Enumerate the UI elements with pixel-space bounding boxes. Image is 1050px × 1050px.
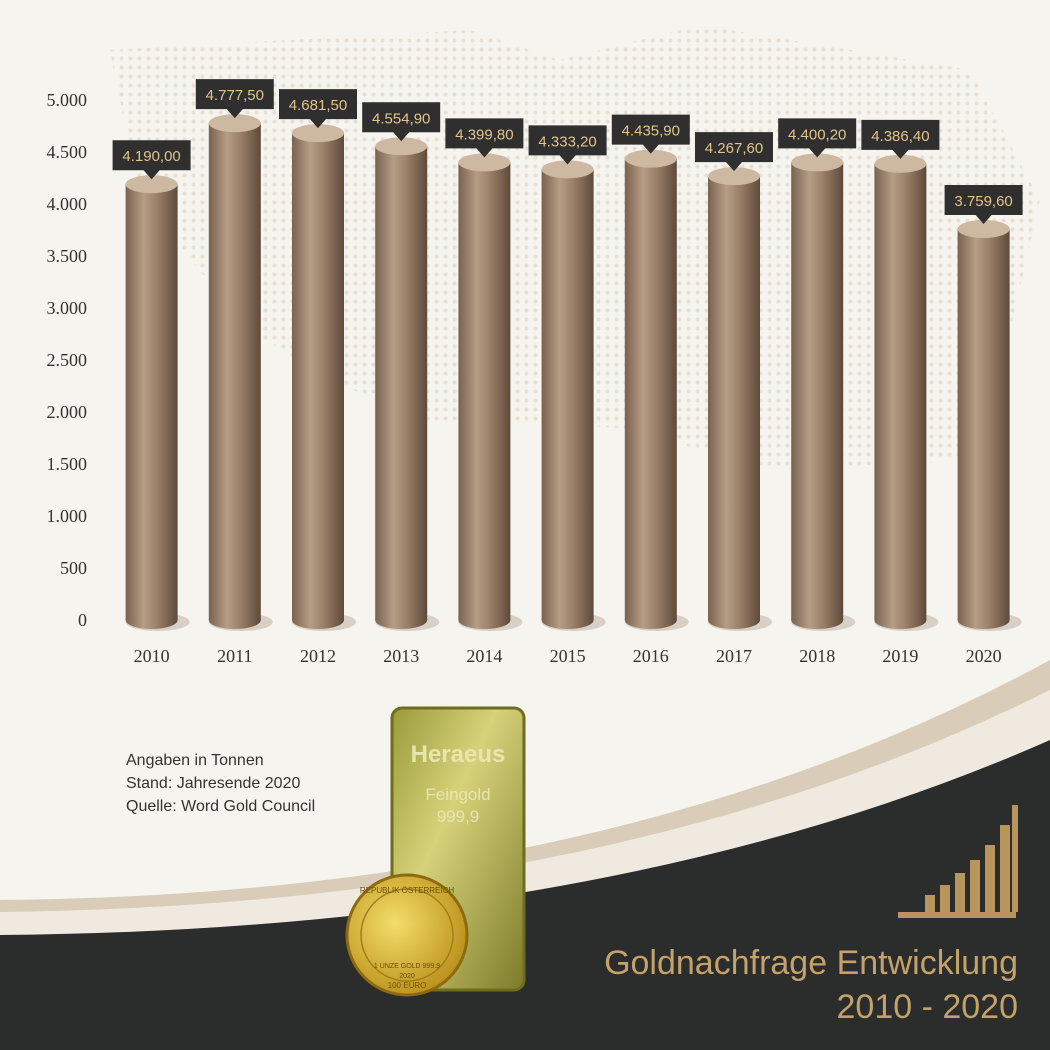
coin-text: 2020 <box>399 973 415 980</box>
bar-cap <box>624 149 677 168</box>
bar <box>708 176 760 620</box>
x-tick-label: 2010 <box>134 646 170 666</box>
value-label: 4.399,80 <box>455 126 513 143</box>
y-tick-label: 0 <box>78 610 87 630</box>
bar <box>874 163 927 621</box>
value-callout <box>528 125 607 165</box>
bar-base <box>208 611 261 629</box>
bar <box>458 162 511 620</box>
bar-base <box>375 611 428 629</box>
chart-subtitle: 2010 - 2020 <box>837 988 1019 1026</box>
bar-base <box>292 611 344 629</box>
value-label: 4.267,60 <box>705 140 763 157</box>
x-tick-label: 2015 <box>550 646 586 666</box>
y-tick-label: 3.500 <box>47 246 88 266</box>
value-callout <box>362 102 441 142</box>
value-callout <box>445 118 524 158</box>
note: Quelle: Word Gold Council <box>126 798 315 815</box>
bar-cap <box>125 175 178 194</box>
bar-brand: Heraeus <box>411 741 506 768</box>
x-tick-label: 2020 <box>966 646 1002 666</box>
bar-cap <box>208 114 261 133</box>
coin-text: 100 EURO <box>388 981 427 990</box>
bar-cap <box>791 153 844 172</box>
coin-text: 1 UNZE GOLD 999.9 <box>374 963 440 970</box>
bar <box>957 229 1010 621</box>
value-callout <box>279 89 357 129</box>
y-tick-label: 1.000 <box>47 506 88 526</box>
bar-cap <box>541 160 594 179</box>
bar-base <box>541 611 594 629</box>
bar-base <box>957 611 1010 629</box>
y-tick-label: 4.500 <box>47 142 88 162</box>
y-tick-label: 1.500 <box>47 454 88 474</box>
value-label: 4.554,90 <box>372 110 430 127</box>
value-callout <box>695 132 773 172</box>
bar-cap <box>375 137 428 156</box>
bar-base <box>708 611 760 629</box>
note: Angaben in Tonnen <box>126 752 264 769</box>
y-tick-label: 3.000 <box>47 298 88 318</box>
value-label: 4.190,00 <box>122 148 180 165</box>
bar-cap <box>458 153 511 172</box>
value-label: 4.681,50 <box>289 97 347 114</box>
x-tick-label: 2011 <box>217 646 252 666</box>
chart: 0 500 1.000 1.500 2.000 2.500 3.000 3.500 4.000 4… <box>47 79 1023 666</box>
bar-text: 999,9 <box>437 807 480 826</box>
x-tick-label: 2012 <box>300 646 336 666</box>
x-tick-label: 2018 <box>799 646 835 666</box>
value-callout <box>112 140 191 180</box>
bar-text: Feingold <box>425 785 490 804</box>
bar-cap <box>874 154 927 173</box>
value-callout <box>195 79 274 119</box>
bar-base <box>791 611 844 629</box>
y-tick-label: 2.500 <box>47 350 88 370</box>
bar-base <box>125 611 178 629</box>
value-callout <box>944 185 1023 225</box>
bar-cap <box>708 167 760 186</box>
bar-base <box>458 611 511 629</box>
value-label: 4.386,40 <box>871 128 929 145</box>
bar-base <box>624 611 677 629</box>
gold-coin: REPUBLIK ÖSTERREICH 1 UNZE GOLD 999.9 20… <box>345 873 469 997</box>
value-label: 4.435,90 <box>622 123 680 140</box>
value-callout <box>778 118 857 158</box>
chart-title: Goldnachfrage Entwicklung <box>604 944 1018 982</box>
x-tick-label: 2013 <box>383 646 419 666</box>
y-tick-label: 4.000 <box>47 194 88 214</box>
x-tick-label: 2014 <box>466 646 502 666</box>
bar <box>292 133 344 620</box>
bar <box>208 123 261 620</box>
x-tick-label: 2017 <box>716 646 752 666</box>
bar-base <box>874 611 927 629</box>
bar <box>791 162 844 620</box>
x-tick-label: 2019 <box>882 646 918 666</box>
note: Stand: Jahresende 2020 <box>126 775 300 792</box>
value-label: 4.777,50 <box>206 87 264 104</box>
bar <box>375 146 428 620</box>
y-tick-label: 5.000 <box>47 90 88 110</box>
bar <box>624 158 677 621</box>
value-callout <box>861 119 940 159</box>
bar <box>125 184 178 621</box>
stairs-icon <box>898 805 1018 918</box>
value-label: 3.759,60 <box>954 193 1012 210</box>
value-label: 4.333,20 <box>538 133 596 150</box>
bar-cap <box>957 220 1010 239</box>
value-callout <box>611 114 690 154</box>
bar-cap <box>292 124 344 143</box>
bar <box>541 169 594 620</box>
x-tick-label: 2016 <box>633 646 669 666</box>
value-label: 4.400,20 <box>788 126 846 143</box>
y-tick-label: 500 <box>60 558 87 578</box>
coin-text: REPUBLIK ÖSTERREICH <box>360 886 454 895</box>
y-tick-label: 2.000 <box>47 402 88 422</box>
